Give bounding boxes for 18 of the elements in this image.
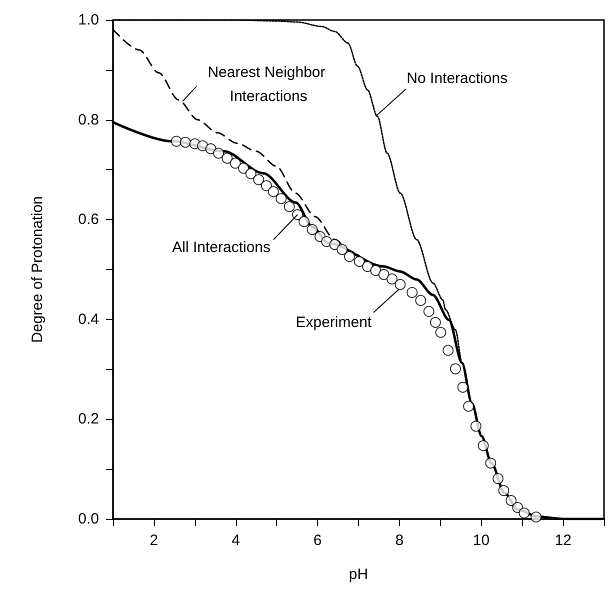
x-axis-title: pH — [348, 566, 368, 583]
y-tick-label: 0.4 — [78, 310, 99, 328]
x-tick-label: 10 — [472, 532, 490, 549]
y-axis-title: Degree of Protonation — [29, 196, 46, 343]
x-tick-label: 12 — [554, 532, 572, 549]
y-tick-label: 1.0 — [78, 12, 99, 28]
y-tick-label: 0.2 — [78, 410, 99, 428]
x-tick-label: 2 — [150, 532, 158, 549]
annotation: All Interactions — [172, 239, 271, 256]
annotation: Experiment — [296, 314, 372, 331]
annotation: Nearest Neighbor Interactions — [208, 64, 330, 105]
y-tick-label: 0.0 — [78, 510, 99, 528]
x-tick-label: 6 — [313, 532, 322, 549]
y-tick-label: 0.8 — [78, 111, 99, 128]
annotation: No Interactions — [406, 70, 508, 87]
x-tick-label: 8 — [395, 532, 404, 549]
y-tick-label: 0.6 — [78, 211, 99, 228]
x-tick-label: 4 — [232, 532, 240, 549]
